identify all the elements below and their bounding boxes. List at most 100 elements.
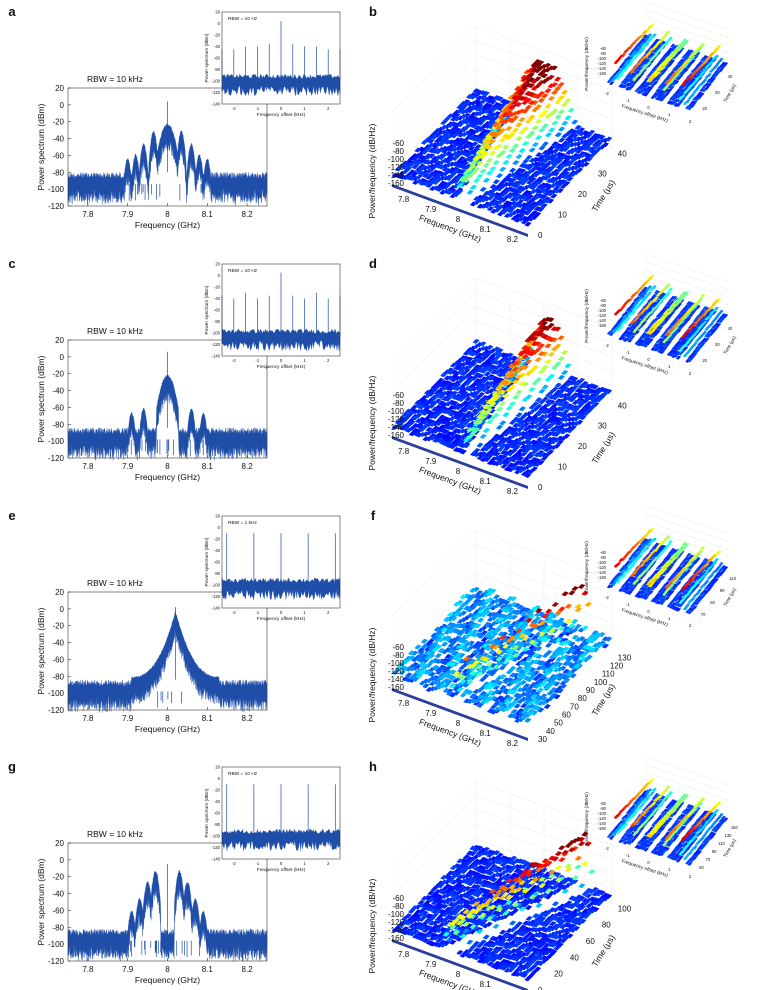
surface-cell [513, 192, 521, 198]
rbw-annotation: RBW = 10 kHz [87, 326, 143, 336]
surface-cell [505, 125, 513, 132]
inset-y-tick-label: -100 [212, 79, 221, 84]
surface-cell [531, 125, 539, 131]
surface-cell [469, 94, 477, 100]
surface-cell [543, 703, 551, 709]
surface-cell [499, 191, 508, 198]
surface-cell [533, 68, 542, 74]
inset-time-axis-label: Time (μs) [722, 335, 737, 356]
surface-cell [538, 127, 546, 133]
surface-cell [502, 412, 510, 418]
spectrum-trace [67, 610, 268, 713]
surface-cell [489, 150, 497, 156]
z-axis-label: Power/frequency (dB/Hz) [367, 375, 377, 470]
time-tick-label: 90 [586, 686, 595, 695]
inset-rbw-annotation: RBW = 10 Hz [228, 16, 258, 22]
inset-x-tick-label: -2 [232, 610, 236, 615]
time-tick-label: 40 [546, 727, 555, 736]
surface-cell [534, 83, 542, 89]
surface-cell [549, 164, 557, 170]
surface-cell [542, 171, 550, 177]
y-tick-label: 0 [60, 605, 65, 614]
surface-cell [571, 136, 579, 142]
surface-cell [489, 99, 497, 105]
surface-cell [521, 99, 529, 105]
inset-y-tick-label: 20 [215, 262, 220, 267]
surface-cell [565, 143, 573, 149]
inset-surface-cell [623, 301, 629, 306]
surface-cell [459, 109, 468, 115]
surface-cell [557, 374, 566, 380]
surface-cell [534, 134, 543, 141]
inset-surface-cell [665, 39, 671, 44]
surface-cell [526, 179, 534, 185]
surface-cell [482, 177, 491, 183]
surface-cell [550, 193, 558, 199]
time-tick-label: 30 [598, 422, 607, 431]
surface-cell [556, 181, 564, 187]
surface-cell [464, 152, 473, 158]
inset-y-axis-label: Power spectrum (dBm) [204, 537, 210, 586]
surface-cell [427, 138, 435, 144]
surface-cell [547, 83, 555, 89]
time-tick-label: 60 [562, 710, 571, 719]
surface-cell [559, 183, 568, 189]
inset-x-axis-label: Frequency offset (kHz) [257, 616, 306, 622]
y-tick-label: -80 [52, 672, 64, 681]
inset-y-tick-label: -140 [212, 354, 221, 359]
y-tick-label: 0 [60, 353, 65, 362]
surface-cell [560, 102, 569, 108]
inset-x-tick-label: -2 [605, 343, 609, 348]
x-tick-label: 8 [456, 215, 461, 224]
surface-cell [508, 147, 517, 153]
inset-y-tick-label: -60 [214, 56, 221, 61]
inset-surface-cell [667, 287, 673, 292]
inset-surface-cell [613, 311, 619, 316]
surface-cell [568, 590, 576, 596]
z-axis-label: Power/frequency (dB/Hz) [367, 123, 377, 218]
surface-cell [537, 97, 546, 103]
inset-z-axis-label: Power/frequency (dB/Hz) [584, 289, 590, 343]
surface-cell [564, 115, 572, 121]
surface-cell [509, 177, 517, 184]
inset-surface-cell [694, 338, 700, 343]
inset-y-tick-label: 0 [218, 525, 221, 530]
x-tick-label: 7.8 [82, 210, 94, 219]
x-tick-label: 8 [165, 210, 170, 219]
surface-cell [460, 131, 469, 137]
inset-x-tick-label: 1 [668, 364, 671, 369]
surface-cell [505, 134, 513, 140]
surface-cell [444, 158, 453, 164]
inset-time-tick-label: 30 [715, 90, 720, 95]
surface-cell [524, 104, 533, 110]
surface-cell [482, 427, 491, 433]
surface-cell [529, 188, 538, 194]
surface-cell [499, 420, 507, 426]
x-tick-label: 8.2 [507, 487, 519, 496]
surface-cell [548, 127, 556, 133]
surface-cell [450, 133, 458, 139]
x-tick-label: 8.2 [242, 462, 254, 471]
back-grid-line [475, 529, 613, 581]
surface-cell [492, 179, 500, 185]
surface-cell [605, 136, 613, 142]
surface-cell [554, 86, 562, 92]
surface-cell [499, 166, 507, 172]
inset-y-tick-label: -140 [212, 606, 221, 611]
inset-surface-cell [687, 95, 693, 100]
x-tick-label: 7.8 [82, 462, 94, 471]
surface-cell [485, 157, 494, 163]
surface-cell [479, 154, 487, 160]
surface-cell [562, 422, 571, 428]
surface-cell [508, 104, 516, 110]
x-tick-label: 8.1 [202, 462, 214, 471]
inset-y-tick-label: -120 [212, 342, 221, 347]
surface-cell [571, 119, 579, 125]
surface-cell [420, 638, 429, 644]
surface-cell [551, 601, 559, 608]
surface-cell [486, 344, 494, 350]
panel-label: c [8, 256, 15, 271]
time-tick-label: 0 [538, 483, 543, 492]
